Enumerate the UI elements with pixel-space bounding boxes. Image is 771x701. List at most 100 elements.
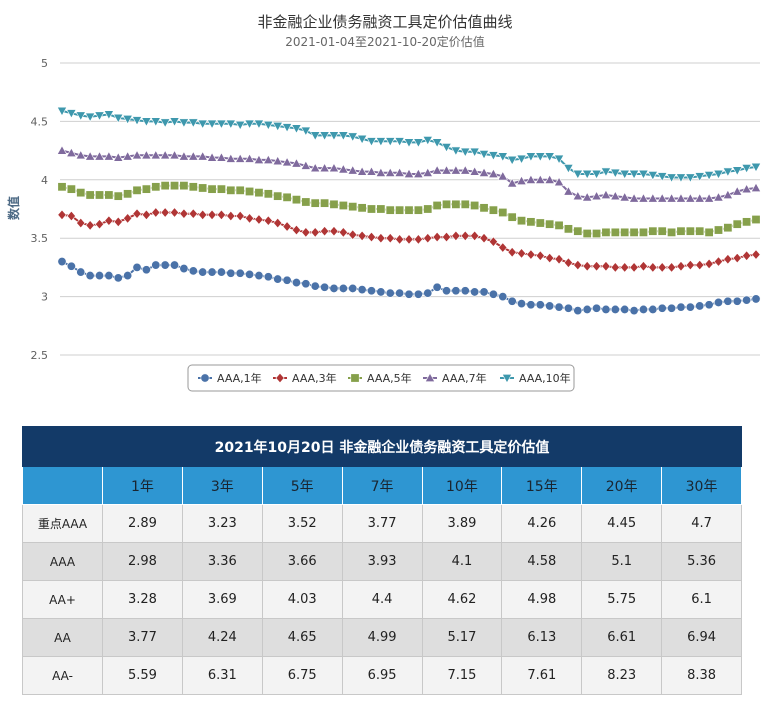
data-point [554,302,564,312]
data-point [648,304,658,314]
data-point [553,176,565,187]
data-point [488,151,499,161]
data-point [572,190,584,201]
data-point [544,152,555,162]
data-point [647,193,659,203]
data-point [169,117,180,127]
legend-item[interactable]: AAA,1年 [198,371,262,385]
data-point [591,260,602,272]
column-header: 7年 [341,466,423,505]
data-point [638,260,649,272]
data-point [582,260,592,272]
column-header: 3年 [181,466,263,505]
data-point [216,209,227,221]
data-point [329,283,339,293]
data-point [366,286,376,296]
column-header: 30年 [661,466,742,505]
data-point [553,154,565,165]
data-point [132,185,142,195]
data-point [301,279,311,289]
data-point [469,147,480,158]
data-point [732,186,743,196]
data-point [84,112,96,123]
data-point [741,183,752,194]
chart-title: 非金融企业债务融资工具定价估值曲线 [257,13,512,31]
data-point [263,215,273,226]
data-point [648,262,658,273]
data-point [723,296,733,306]
chart-subtitle: 2021-01-04至2021-10-20定价估值 [285,34,484,49]
table-title: 2021年10月20日 非金融企业债务融资工具定价估值 [22,426,742,467]
data-point [113,152,124,162]
data-point [300,160,312,170]
data-point [348,202,358,212]
data-point [442,286,452,296]
data-point [385,167,396,177]
data-point [442,199,452,209]
data-point [329,225,339,237]
data-point [263,120,274,131]
data-point [629,306,639,316]
data-point [301,227,311,238]
data-point [629,262,639,273]
legend-item[interactable]: AAA,10年 [500,371,571,385]
data-point [132,262,142,272]
data-point [638,169,649,180]
data-point [235,185,245,195]
table-cell: 3.77 [341,504,423,543]
data-point [376,287,386,297]
data-point [338,283,348,293]
data-point [141,149,152,160]
data-point [563,303,573,313]
data-point [517,299,527,309]
legend-item[interactable]: AAA,7年 [423,371,487,385]
data-point [329,199,339,209]
data-point [366,231,377,243]
data-point [356,134,368,145]
data-point [338,163,349,174]
data-point [273,191,283,201]
data-point [526,217,536,227]
data-point [629,227,639,237]
data-point [57,209,67,221]
data-point [666,193,677,203]
data-point [197,151,208,161]
data-point [619,192,630,202]
data-point [234,120,246,131]
table-cell: 4.1 [421,542,503,581]
data-point [113,113,124,124]
table-cell: 7.61 [501,656,583,695]
data-point [723,253,733,265]
data-point [235,268,245,278]
data-point [478,167,490,177]
data-point [160,260,170,270]
data-point [320,282,330,292]
valuation-table: 2021年10月20日 非金融企业债务融资工具定价估值 1年 3年 5年 7年 10年 1… [22,426,742,695]
data-point [506,177,518,188]
data-point [113,191,123,201]
data-point [178,118,190,128]
data-point [113,273,123,283]
data-point [207,184,217,194]
data-point [628,193,640,203]
data-point [159,149,171,160]
data-point [254,271,264,281]
data-point [320,198,330,208]
data-point [403,138,415,148]
data-point [441,231,452,243]
data-point [488,205,498,215]
data-point [216,119,227,130]
data-point [600,167,612,177]
data-point [104,190,114,200]
table-body: 重点AAA 2.89 3.23 3.52 3.77 3.89 4.26 4.45 4.7 AAA 2… [22,504,742,695]
data-point [159,118,171,128]
yield-curve-chart: 非金融企业债务融资工具定价估值曲线 2021-01-04至2021-10-20定… [6,13,762,392]
data-point [85,190,95,200]
legend-item[interactable]: AAA,5年 [348,371,412,385]
data-point [516,248,527,259]
legend-label: AAA,10年 [519,371,571,385]
data-point [657,303,667,313]
data-point [685,259,695,271]
data-point [122,115,133,125]
legend-item[interactable]: AAA,3年 [273,371,337,385]
